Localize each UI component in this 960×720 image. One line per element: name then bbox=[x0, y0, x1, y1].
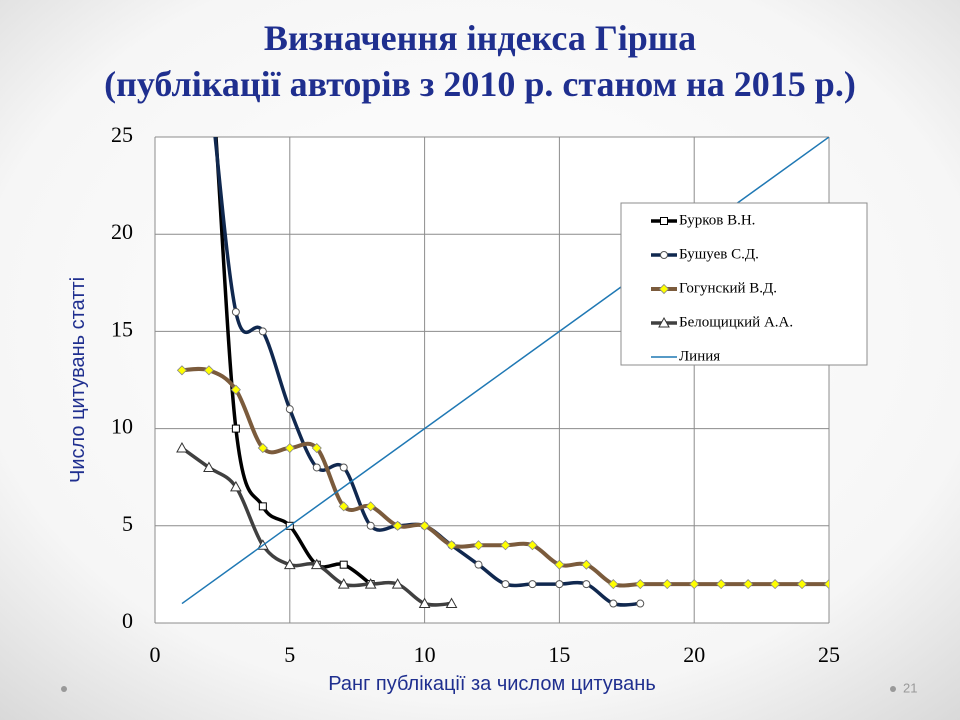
y-tick-label: 25 bbox=[111, 122, 133, 147]
x-tick-label: 0 bbox=[150, 642, 161, 667]
data-point bbox=[176, 442, 188, 453]
y-tick-label: 20 bbox=[111, 219, 133, 244]
data-point bbox=[337, 578, 350, 589]
data-point bbox=[636, 599, 645, 608]
data-point bbox=[391, 578, 404, 589]
data-point bbox=[716, 579, 727, 590]
series-line bbox=[214, 137, 372, 586]
legend-marker bbox=[658, 283, 670, 295]
data-point bbox=[689, 579, 700, 590]
legend-label: Бушуев С.Д. bbox=[679, 246, 759, 262]
data-point bbox=[230, 384, 241, 395]
slide-dot bbox=[890, 686, 896, 692]
subtitle: (публікації авторів з 2010 р. станом на … bbox=[104, 64, 856, 104]
data-point bbox=[231, 307, 240, 316]
data-point bbox=[311, 442, 322, 454]
legend-label: Линия bbox=[679, 348, 720, 364]
data-point bbox=[500, 540, 511, 551]
x-tick-label: 20 bbox=[683, 642, 705, 667]
data-point bbox=[310, 558, 323, 570]
data-point bbox=[743, 579, 754, 590]
data-point bbox=[339, 463, 348, 472]
x-tick-label: 15 bbox=[548, 642, 570, 667]
data-point bbox=[365, 501, 376, 512]
legend-marker bbox=[660, 217, 668, 225]
data-point bbox=[392, 520, 403, 531]
y-tick-label: 0 bbox=[122, 608, 133, 633]
data-point bbox=[419, 520, 430, 531]
data-point bbox=[473, 540, 484, 551]
data-point bbox=[635, 579, 646, 590]
legend-marker bbox=[658, 316, 670, 328]
data-point bbox=[796, 579, 808, 590]
y-tick-label: 5 bbox=[122, 511, 133, 536]
data-point bbox=[662, 579, 673, 590]
data-point bbox=[770, 579, 781, 590]
data-point bbox=[257, 442, 268, 454]
y-axis-title: Число цитувань статті bbox=[67, 277, 89, 483]
data-point bbox=[285, 405, 294, 414]
data-point bbox=[528, 580, 537, 589]
legend-marker bbox=[660, 251, 668, 259]
slide-dot bbox=[61, 686, 67, 692]
data-point bbox=[339, 560, 348, 569]
data-point bbox=[203, 461, 215, 472]
data-point bbox=[366, 521, 375, 530]
data-point bbox=[823, 579, 829, 590]
data-point bbox=[258, 327, 267, 336]
data-point bbox=[445, 597, 458, 609]
legend-label: Бурков В.Н. bbox=[679, 212, 755, 228]
data-point bbox=[258, 502, 267, 511]
data-point bbox=[608, 579, 619, 590]
data-point bbox=[609, 599, 618, 608]
data-point bbox=[582, 580, 591, 589]
data-point bbox=[283, 558, 296, 570]
data-point bbox=[501, 580, 510, 589]
data-point bbox=[338, 501, 349, 512]
x-tick-label: 10 bbox=[414, 642, 436, 667]
data-point bbox=[203, 365, 214, 376]
y-tick-label: 15 bbox=[111, 316, 133, 341]
y-tick-label: 10 bbox=[111, 414, 133, 439]
plot: 0 5 10 15 20 25 0 5 10 15 20 25 Бурков В.Н. Бушуев С.… bbox=[111, 122, 868, 667]
data-point bbox=[527, 540, 538, 551]
data-point bbox=[418, 597, 431, 609]
series-layer bbox=[176, 137, 829, 609]
x-tick-label: 25 bbox=[818, 642, 840, 667]
data-point bbox=[312, 463, 321, 472]
data-point bbox=[230, 480, 242, 492]
data-point bbox=[364, 578, 377, 589]
page-number: 21 bbox=[903, 680, 917, 695]
legend-label: Белощицкий А.А. bbox=[679, 314, 793, 330]
data-point bbox=[446, 540, 457, 551]
x-axis-title: Ранг публікації за числом цитувань bbox=[328, 673, 656, 695]
legend-box bbox=[620, 202, 868, 366]
legend-label: Гогунский В.Д. bbox=[679, 280, 777, 296]
data-point bbox=[554, 559, 565, 570]
x-tick-label: 5 bbox=[284, 642, 295, 667]
data-point bbox=[581, 559, 592, 570]
title: Визначення індекса Гірша bbox=[264, 18, 696, 58]
data-point bbox=[231, 424, 240, 433]
data-point bbox=[474, 560, 483, 569]
data-point bbox=[284, 442, 295, 454]
data-point bbox=[176, 365, 188, 376]
data-point bbox=[555, 580, 564, 589]
